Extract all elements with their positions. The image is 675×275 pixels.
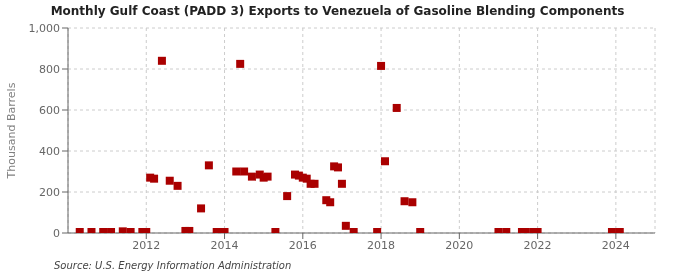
html-text:Monthly Gulf Coast (PADD 3) Ex: Monthly Gulf Coast (PADD 3) Exports to V… [50, 4, 625, 18]
html-text:Source: U.S. Energy Informatio: Source: U.S. Energy Information Administ… [54, 260, 292, 271]
svg-text:0: 0 [53, 227, 60, 240]
svg-text:800: 800 [39, 63, 60, 76]
svg-text:400: 400 [39, 145, 60, 158]
svg-text:2016: 2016 [289, 239, 317, 252]
svg-text:2014: 2014 [211, 239, 239, 252]
svg-text:1,000: 1,000 [29, 22, 61, 35]
svg-text:200: 200 [39, 186, 60, 199]
svg-text:2012: 2012 [132, 239, 160, 252]
svg-text:2022: 2022 [524, 239, 552, 252]
svg-text:2018: 2018 [367, 239, 395, 252]
svg-text:2020: 2020 [445, 239, 473, 252]
svg-text:Thousand Barrels: Thousand Barrels [8, 82, 18, 179]
svg-text:2024: 2024 [602, 239, 630, 252]
svg-text:600: 600 [39, 104, 60, 117]
